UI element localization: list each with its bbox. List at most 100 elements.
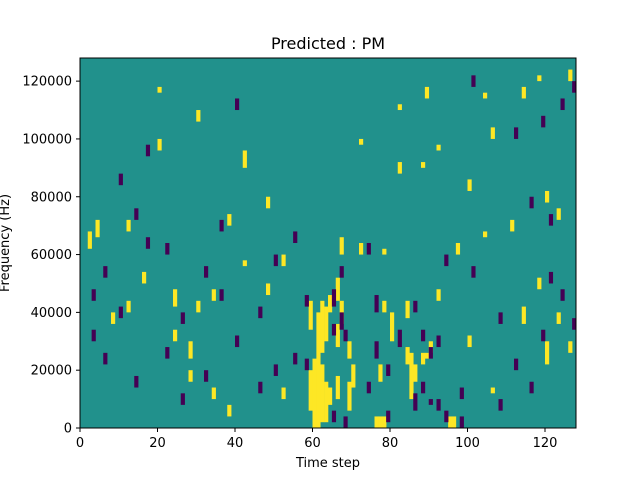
- heatmap-cell: [572, 318, 577, 330]
- heatmap-cell: [347, 381, 352, 411]
- heatmap-cell: [467, 335, 472, 348]
- heatmap-cell: [304, 358, 309, 371]
- heatmap-cell: [545, 190, 550, 203]
- heatmap-cell: [483, 231, 488, 238]
- heatmap-cell: [211, 289, 216, 301]
- heatmap-cell: [111, 312, 116, 324]
- heatmap-cell: [134, 208, 139, 220]
- heatmap-cell: [328, 387, 333, 405]
- heatmap-cell: [293, 231, 298, 243]
- heatmap-cell: [173, 329, 178, 342]
- y-tick-label: 120000: [22, 75, 72, 90]
- x-axis: 0 20 40 60 80 100 120: [76, 428, 558, 451]
- heatmap-cell: [331, 323, 337, 336]
- heatmap-cell: [227, 214, 232, 226]
- heatmap-cell: [293, 352, 298, 365]
- heatmap-cell: [91, 329, 96, 342]
- heatmap-cell: [95, 219, 100, 238]
- heatmap-cell: [397, 104, 402, 111]
- heatmap-cell: [335, 323, 340, 348]
- heatmap-cell: [359, 243, 364, 255]
- heatmap-cell: [351, 364, 356, 388]
- x-tick-label: 0: [76, 436, 84, 451]
- heatmap-cell: [421, 329, 426, 342]
- heatmap-cell: [382, 416, 387, 428]
- heatmap-cell: [514, 127, 519, 139]
- heatmap-cell: [219, 219, 224, 232]
- heatmap-cell: [541, 115, 546, 128]
- heatmap-cell: [165, 347, 170, 359]
- heatmap-cell: [180, 393, 185, 405]
- heatmap-cell: [227, 404, 232, 417]
- heatmap-cell: [386, 364, 391, 376]
- heatmap-cell: [444, 410, 449, 423]
- heatmap-cell: [428, 347, 433, 359]
- heatmap-cell: [219, 289, 224, 301]
- heatmap-cell: [324, 381, 329, 423]
- heatmap-cell: [366, 243, 371, 255]
- heatmap-cell: [424, 86, 430, 99]
- x-tick-label: 60: [304, 436, 321, 451]
- heatmap-cell: [339, 312, 344, 330]
- heatmap-cell: [405, 300, 410, 319]
- heatmap-cell: [556, 208, 561, 220]
- heatmap-cell: [471, 266, 476, 278]
- heatmap-cell: [266, 283, 271, 296]
- heatmap-cell: [103, 266, 108, 278]
- heatmap-cell: [126, 300, 131, 313]
- heatmap-cell: [196, 110, 201, 122]
- heatmap-cell: [188, 341, 193, 359]
- heatmap-cell: [568, 341, 573, 353]
- heatmap-cell: [258, 306, 263, 319]
- heatmap-cell: [378, 416, 383, 428]
- heatmap-cell: [537, 75, 542, 82]
- heatmap-cell: [545, 341, 550, 365]
- heatmap-cell: [436, 399, 441, 411]
- heatmap-cell: [537, 277, 542, 290]
- heatmap-cell: [242, 260, 247, 267]
- heatmap-cell: [211, 387, 216, 400]
- heatmap-cell: [320, 364, 325, 423]
- heatmap-cell: [409, 352, 414, 400]
- heatmap-cell: [173, 289, 178, 307]
- heatmap-cell: [483, 92, 488, 99]
- heatmap-cell: [421, 352, 426, 365]
- heatmap-cell: [331, 289, 337, 307]
- heatmap-cell: [382, 248, 387, 255]
- heatmap-background: [80, 58, 576, 428]
- heatmap-cell: [556, 312, 561, 324]
- y-axis: 0 20000 40000 60000 80000 100000 120000: [22, 75, 80, 437]
- y-axis-label: Frequency (Hz): [0, 194, 13, 292]
- heatmap-cell: [204, 370, 209, 382]
- y-tick-label: 20000: [31, 364, 72, 379]
- x-tick-label: 120: [533, 436, 558, 451]
- heatmap-cell: [347, 341, 352, 359]
- heatmap-cell: [126, 219, 131, 232]
- heatmap-cell: [331, 410, 337, 423]
- heatmap-cell: [374, 295, 379, 313]
- heatmap-cell: [145, 237, 151, 249]
- heatmap-cell: [324, 306, 329, 342]
- heatmap-cell: [498, 399, 503, 411]
- chart-title: Predicted : PM: [271, 34, 385, 53]
- heatmap-cell: [455, 243, 461, 255]
- x-axis-label: Time step: [295, 456, 360, 471]
- heatmap-cell: [521, 306, 526, 324]
- heatmap-cell: [436, 289, 441, 301]
- heatmap-cell: [235, 98, 240, 111]
- heatmap-cell: [572, 81, 577, 93]
- heatmap-cell: [359, 138, 364, 145]
- x-tick-label: 40: [227, 436, 244, 451]
- heatmap-cell: [266, 196, 271, 209]
- heatmap-cell: [145, 144, 151, 157]
- heatmap-cell: [459, 387, 464, 400]
- heatmap-cell: [541, 329, 546, 342]
- heatmap-cell: [118, 173, 123, 186]
- heatmap-cell: [281, 387, 286, 400]
- heatmap-cell: [421, 381, 426, 394]
- heatmap-cell: [242, 150, 247, 168]
- heatmap-cell: [521, 86, 526, 99]
- heatmap-cell: [471, 75, 476, 87]
- heatmap-cell: [510, 219, 515, 232]
- heatmap-cell: [498, 312, 503, 324]
